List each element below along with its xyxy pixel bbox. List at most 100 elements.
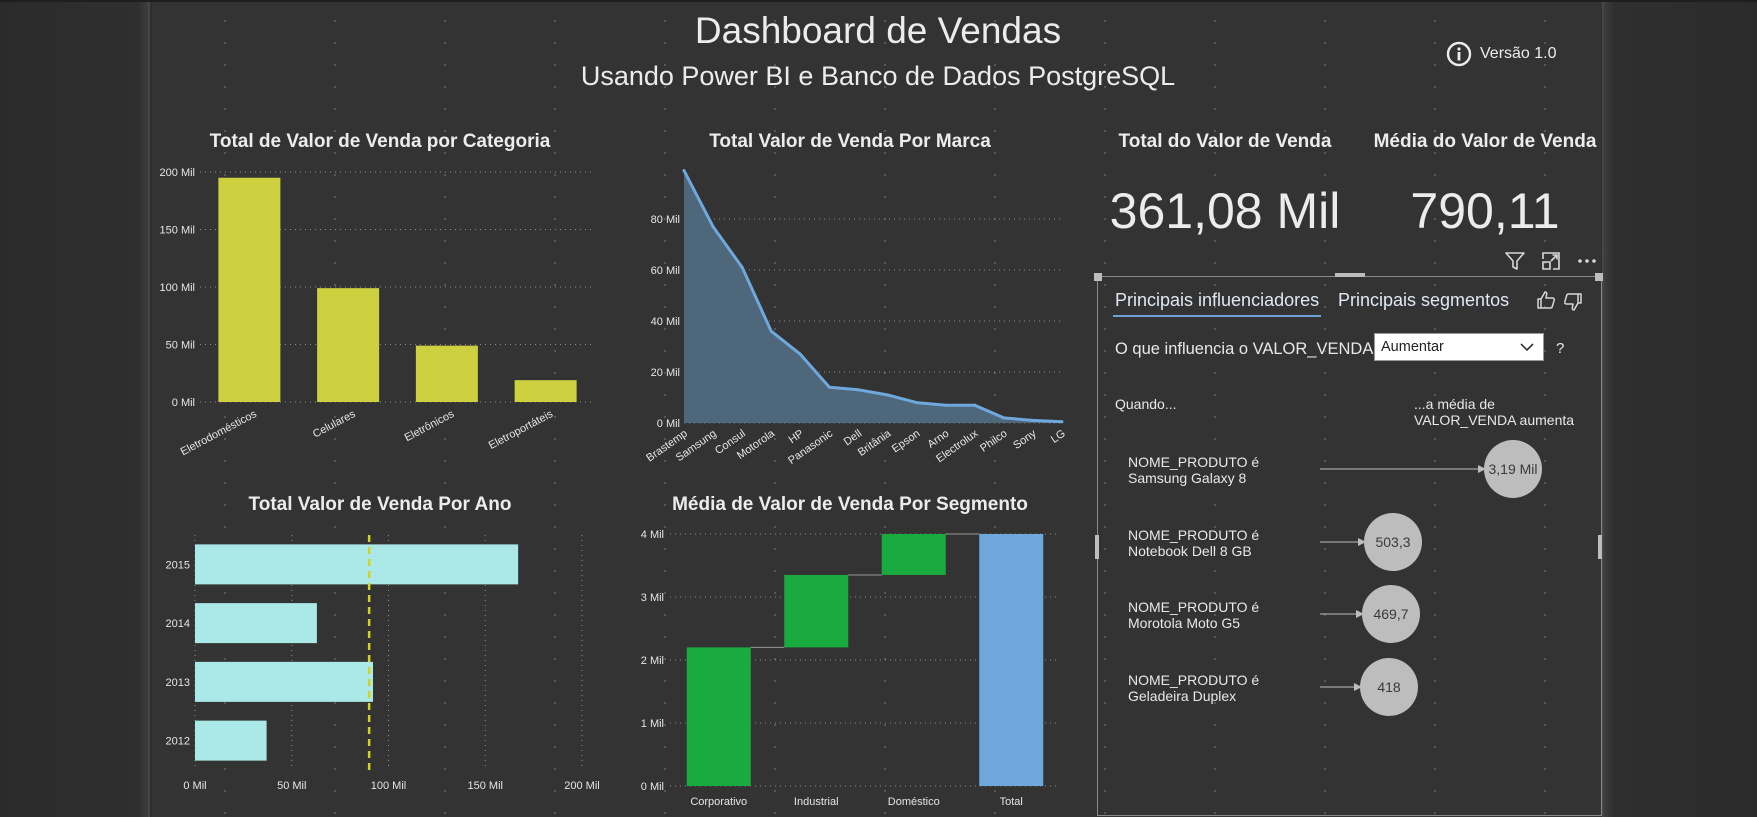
direction-dropdown-value: Aumentar xyxy=(1381,339,1444,355)
chart-ano: 0 Mil 50 Mil 100 Mil 150 Mil 200 Mil 2015 2014… xyxy=(166,535,600,792)
bar xyxy=(195,720,267,761)
x-tick-label: Epson xyxy=(890,428,922,456)
influencer-bubble[interactable]: 503,3 xyxy=(1364,513,1422,571)
resize-handle[interactable] xyxy=(1335,273,1365,277)
x-tick-label: Industrial xyxy=(794,796,839,808)
x-tick-label: Total xyxy=(1000,796,1023,808)
influence-question: O que influencia o VALOR_VENDA a xyxy=(1115,340,1387,358)
x-tick-label: Philco xyxy=(978,428,1009,455)
influencer-field: NOME_PRODUTO é xyxy=(1128,599,1260,615)
x-tick-label: LG xyxy=(1049,428,1068,446)
chart-title-categoria: Total de Valor de Venda por Categoria xyxy=(209,131,551,152)
thumbs-down-icon[interactable] xyxy=(1562,291,1584,313)
card-total-title: Total do Valor de Venda xyxy=(1118,131,1332,152)
influencer-arrow xyxy=(1320,610,1364,618)
y-tick-label: 2 Mil xyxy=(641,655,664,667)
y-tick-label: 80 Mil xyxy=(651,214,680,226)
chart-categoria: 0 Mil 50 Mil 100 Mil 150 Mil 200 Mil Eletrodo… xyxy=(160,167,595,458)
bar xyxy=(195,661,374,702)
data-point xyxy=(1002,416,1006,420)
influencer-arrow xyxy=(1320,538,1366,546)
x-tick-label: Britânia xyxy=(856,427,894,459)
influencer-row[interactable]: NOME_PRODUTO é Geladeira Duplex xyxy=(1128,672,1259,704)
data-point xyxy=(1060,420,1064,424)
info-icon xyxy=(1446,41,1472,67)
influencer-field: NOME_PRODUTO é xyxy=(1128,672,1260,688)
card-average-value: 790,11 xyxy=(1410,183,1560,239)
bar xyxy=(415,345,478,402)
focus-mode-icon[interactable] xyxy=(1540,250,1562,272)
data-point xyxy=(682,169,686,173)
data-point xyxy=(856,388,860,392)
area-fill xyxy=(684,170,1062,423)
direction-dropdown[interactable]: Aumentar xyxy=(1374,333,1544,361)
version-button[interactable]: Versão 1.0 xyxy=(1446,41,1557,67)
data-point xyxy=(711,225,715,229)
x-tick-label: Corporativo xyxy=(690,796,747,808)
y-tick-label: 4 Mil xyxy=(641,529,664,541)
influencer-value: Morotola Moto G5 xyxy=(1128,615,1241,631)
influencer-row[interactable]: NOME_PRODUTO é Notebook Dell 8 GB xyxy=(1128,527,1259,559)
influencer-row[interactable]: NOME_PRODUTO é Morotola Moto G5 xyxy=(1128,599,1259,631)
y-tick-label: 150 Mil xyxy=(160,225,195,237)
version-label: Versão 1.0 xyxy=(1480,45,1557,62)
data-point xyxy=(798,352,802,356)
thumbs-up-icon[interactable] xyxy=(1535,289,1557,311)
y-tick-label: 1 Mil xyxy=(641,718,664,730)
visual-header xyxy=(1504,250,1598,272)
influencer-bubble[interactable]: 418 xyxy=(1360,658,1418,716)
dashboard-subtitle: Usando Power BI e Banco de Dados Postgre… xyxy=(580,61,1176,91)
resize-handle[interactable] xyxy=(1598,535,1602,559)
resize-handle[interactable] xyxy=(1094,273,1102,281)
bar xyxy=(218,177,281,402)
waterfall-bar xyxy=(686,647,751,786)
data-point xyxy=(827,385,831,389)
help-mark[interactable]: ? xyxy=(1556,340,1565,357)
left-margin xyxy=(0,0,150,817)
series-line xyxy=(682,169,1063,424)
x-tick-label: Eletrônicos xyxy=(403,408,457,444)
waterfall-bar xyxy=(881,534,946,575)
x-tick-label: Sony xyxy=(1011,427,1039,451)
data-point xyxy=(886,393,890,397)
y-tick-label: 50 Mil xyxy=(166,340,195,352)
x-tick-label: Celulares xyxy=(311,408,358,441)
influencer-bubble[interactable]: 3,19 Mil xyxy=(1484,440,1542,498)
more-options-icon[interactable] xyxy=(1576,250,1598,272)
influencer-value: Geladeira Duplex xyxy=(1128,688,1237,704)
influencer-bubble[interactable]: 469,7 xyxy=(1362,585,1420,643)
top-border xyxy=(0,0,1757,2)
average-increase-label: ...a média de VALOR_VENDA aumenta xyxy=(1414,396,1594,428)
bar xyxy=(195,544,519,585)
tab-principais-influenciadores[interactable]: Principais influenciadores xyxy=(1115,290,1320,310)
data-point xyxy=(973,403,977,407)
data-point xyxy=(915,401,919,405)
y-tick-label: 2012 xyxy=(166,736,190,748)
tab-principais-segmentos[interactable]: Principais segmentos xyxy=(1338,290,1510,310)
chart-segmento: 0 Mil 1 Mil 2 Mil 3 Mil 4 Mil Corporativo Indu… xyxy=(641,529,1060,808)
influencer-value: Samsung Galaxy 8 xyxy=(1128,470,1247,486)
active-tab-indicator xyxy=(1113,315,1321,317)
resize-handle[interactable] xyxy=(1595,273,1603,281)
x-tick-label: Eletroportáteis xyxy=(487,408,556,452)
y-tick-label: 20 Mil xyxy=(651,367,680,379)
data-point xyxy=(1031,418,1035,422)
influencer-field: NOME_PRODUTO é xyxy=(1128,527,1260,543)
bar xyxy=(317,288,380,402)
y-tick-label: 2015 xyxy=(166,559,190,571)
bar xyxy=(514,380,577,402)
chevron-down-icon xyxy=(1520,343,1534,352)
card-total-value: 361,08 Mil xyxy=(1109,183,1341,239)
y-tick-label: 0 Mil xyxy=(657,418,680,430)
y-tick-label: 2013 xyxy=(166,677,190,689)
resize-handle[interactable] xyxy=(1095,535,1099,559)
y-tick-label: 3 Mil xyxy=(641,592,664,604)
chart-title-segmento: Média de Valor de Venda Por Segmento xyxy=(672,494,1028,515)
influencer-row[interactable]: NOME_PRODUTO é Samsung Galaxy 8 xyxy=(1128,454,1259,486)
dashboard-title: Dashboard de Vendas xyxy=(694,10,1062,51)
chart-title-marca: Total Valor de Venda Por Marca xyxy=(709,131,991,152)
x-tick-label: HP xyxy=(787,428,806,447)
filter-icon[interactable] xyxy=(1504,250,1526,272)
